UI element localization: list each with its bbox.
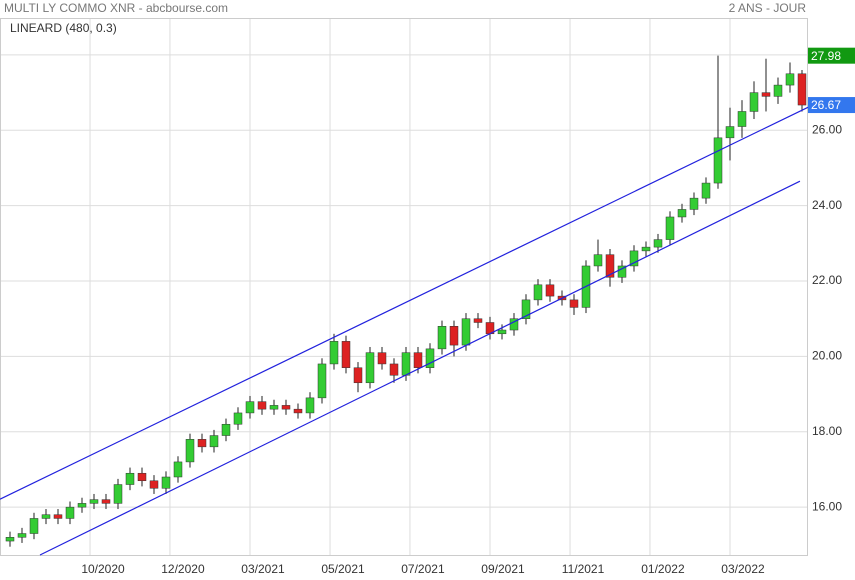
candle-body: [125, 472, 135, 485]
candle-body: [365, 352, 375, 384]
x-tick-label: 09/2021: [481, 562, 525, 576]
y-tick-label: 20.00: [812, 349, 842, 363]
x-tick-label: 01/2022: [641, 562, 685, 576]
candle-body: [545, 284, 555, 297]
y-tick-label: 16.00: [812, 499, 842, 513]
candle-body: [437, 326, 447, 350]
x-tick-label: 05/2021: [321, 562, 365, 576]
candle-body: [677, 209, 687, 218]
candle-body: [749, 92, 759, 112]
candle-body: [41, 514, 51, 519]
candle-body: [17, 533, 27, 538]
candle-body: [197, 439, 207, 448]
candle-body: [89, 499, 99, 504]
price-label: 27.98: [811, 49, 841, 63]
candle-body: [605, 254, 615, 278]
candle-body: [65, 506, 75, 519]
candle-body: [425, 348, 435, 368]
candle-body: [29, 518, 39, 534]
candle-body: [449, 326, 459, 346]
candle-body: [161, 476, 171, 489]
x-tick-label: 10/2020: [81, 562, 125, 576]
candle-body: [101, 499, 111, 504]
candle-body: [245, 401, 255, 414]
candle-body: [353, 367, 363, 384]
y-tick-label: 18.00: [812, 424, 842, 438]
candle-body: [377, 352, 387, 365]
candle-body: [521, 299, 531, 319]
candle-body: [593, 254, 603, 267]
candle-body: [305, 397, 315, 414]
x-tick-label: 03/2021: [241, 562, 285, 576]
candle-body: [233, 412, 243, 425]
candle-body: [641, 246, 651, 252]
y-tick-label: 22.00: [812, 273, 842, 287]
candle-body: [797, 73, 807, 106]
candle-body: [341, 341, 351, 368]
price-label: 26.67: [811, 98, 841, 112]
candle-body: [137, 472, 147, 482]
x-tick-label: 11/2021: [562, 562, 605, 576]
candle-body: [77, 503, 87, 508]
candle-body: [629, 250, 639, 267]
candle-body: [281, 405, 291, 410]
channel-line: [0, 106, 809, 500]
price-label-box: [808, 47, 855, 64]
candle-body: [257, 401, 267, 410]
candle-body: [221, 423, 231, 436]
candle-body: [689, 197, 699, 210]
candle-body: [5, 537, 15, 542]
candle-body: [269, 405, 279, 410]
candle-body: [785, 73, 795, 86]
candle-body: [53, 514, 63, 519]
y-tick-label: 26.00: [812, 122, 842, 136]
candle-body: [653, 239, 663, 248]
candle-body: [329, 341, 339, 365]
candle-body: [389, 363, 399, 376]
plot-frame: [0, 18, 808, 556]
candle-body: [401, 352, 411, 376]
candle-body: [209, 435, 219, 448]
candle-body: [617, 265, 627, 278]
candle-body: [317, 363, 327, 399]
candle-body: [113, 484, 123, 504]
candle-body: [713, 137, 723, 184]
candle-body: [461, 318, 471, 346]
candle-body: [497, 329, 507, 335]
channel-line: [39, 180, 801, 556]
candle-body: [473, 318, 483, 323]
candle-body: [569, 299, 579, 308]
chart-subtitle: 2 ANS - JOUR: [729, 1, 807, 15]
x-tick-label: 12/2020: [161, 562, 205, 576]
price-label-box: [808, 97, 855, 114]
candle-body: [533, 284, 543, 301]
candle-body: [149, 480, 159, 489]
candle-body: [173, 461, 183, 478]
y-tick-label: 24.00: [812, 198, 842, 212]
indicator-label: LINEARD (480, 0.3): [10, 21, 117, 35]
x-tick-label: 03/2022: [721, 562, 765, 576]
chart-title: MULTI LY COMMO XNR - abcbourse.com: [4, 1, 228, 15]
candle-body: [761, 92, 771, 97]
x-tick-label: 07/2021: [401, 562, 445, 576]
candle-body: [185, 439, 195, 463]
candle-body: [293, 408, 303, 414]
candle-body: [665, 216, 675, 240]
candle-body: [725, 126, 735, 139]
candle-body: [773, 84, 783, 97]
candle-body: [413, 352, 423, 368]
candle-body: [737, 111, 747, 127]
candle-body: [701, 182, 711, 199]
